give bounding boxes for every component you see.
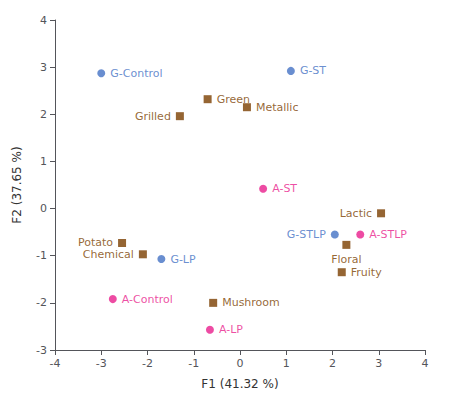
svg-text:2: 2 [329,357,336,370]
svg-text:G-STLP: G-STLP [287,228,326,241]
svg-text:-3: -3 [36,344,47,357]
svg-text:Grilled: Grilled [135,110,171,123]
svg-text:4: 4 [40,14,47,27]
svg-text:F2 (37.65 %): F2 (37.65 %) [10,146,24,223]
svg-text:G-ST: G-ST [300,64,326,77]
svg-text:F1 (41.32 %): F1 (41.32 %) [201,377,278,391]
svg-text:4: 4 [422,357,429,370]
svg-text:3: 3 [40,61,47,74]
svg-text:Potato: Potato [78,236,114,250]
svg-text:Lactic: Lactic [340,207,372,220]
svg-text:Green: Green [217,93,250,106]
svg-text:Floral: Floral [331,253,361,266]
svg-text:1: 1 [40,155,47,168]
svg-text:0: 0 [237,357,244,370]
svg-text:Fruity: Fruity [351,266,382,279]
svg-text:3: 3 [375,357,382,370]
svg-text:-1: -1 [188,357,199,370]
svg-text:-2: -2 [36,296,47,309]
svg-text:Chemical: Chemical [83,248,134,261]
svg-text:-1: -1 [36,249,47,262]
svg-text:Mushroom: Mushroom [222,296,280,309]
svg-text:G-Control: G-Control [110,67,162,80]
svg-text:A-Control: A-Control [122,293,173,306]
svg-text:-2: -2 [142,357,153,370]
svg-text:Metallic: Metallic [256,101,299,114]
svg-text:A-ST: A-ST [272,182,297,195]
svg-text:1: 1 [283,357,290,370]
svg-text:-4: -4 [50,357,61,370]
svg-text:0: 0 [40,202,47,215]
svg-text:A-STLP: A-STLP [369,228,407,241]
svg-text:A-LP: A-LP [219,323,243,336]
svg-text:G-LP: G-LP [170,253,196,266]
svg-text:-3: -3 [96,357,107,370]
svg-text:2: 2 [40,108,47,121]
